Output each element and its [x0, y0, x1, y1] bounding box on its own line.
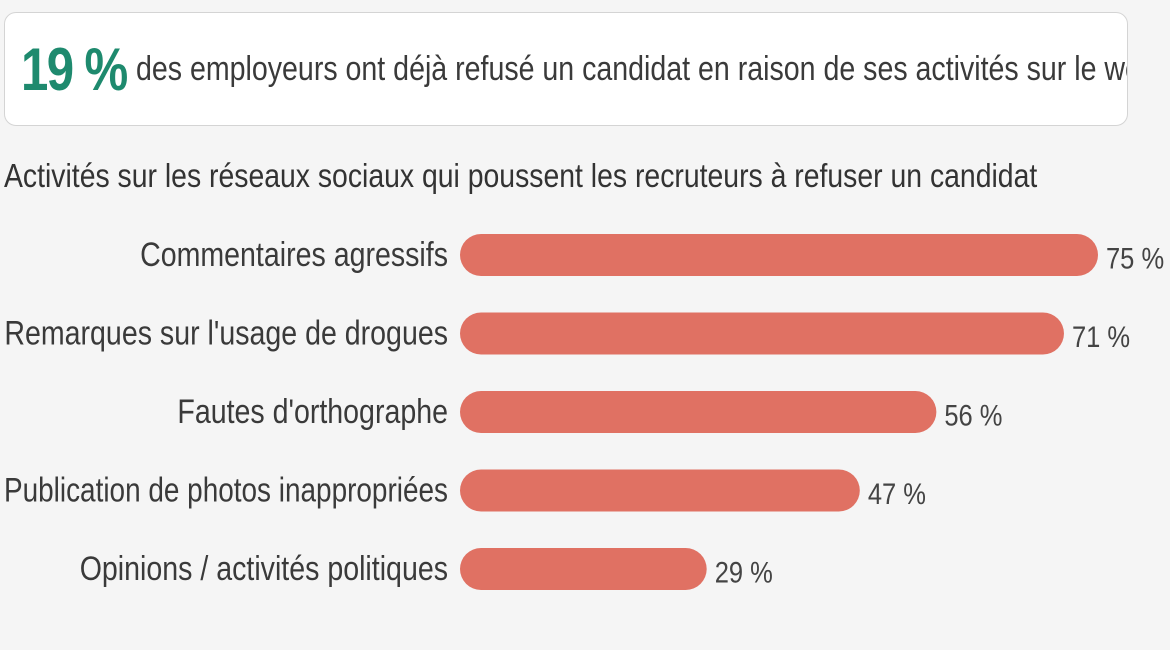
bar-3: [460, 469, 860, 512]
category-label-3: Publication de photos inappropriées: [4, 472, 448, 510]
category-label-4: Opinions / activités politiques: [80, 550, 448, 588]
value-label-3: 47 %: [868, 478, 926, 511]
value-label-1: 71 %: [1072, 321, 1130, 354]
category-label-2: Fautes d'orthographe: [177, 393, 448, 431]
category-label-0: Commentaires agressifs: [140, 236, 448, 274]
bar-0: [460, 234, 1098, 276]
callout-text: des employeurs ont déjà refusé un candid…: [136, 49, 1128, 88]
bar-2: [460, 391, 937, 433]
chart-title: Activités sur les réseaux sociaux qui po…: [4, 157, 1038, 194]
summary-callout: 19 % des employeurs ont déjà refusé un c…: [4, 12, 1128, 126]
bar-1: [460, 312, 1064, 355]
value-label-4: 29 %: [715, 557, 773, 590]
value-label-2: 56 %: [944, 400, 1002, 433]
value-label-0: 75 %: [1106, 243, 1164, 276]
category-label-1: Remarques sur l'usage de drogues: [4, 315, 448, 353]
bar-4: [460, 548, 707, 590]
